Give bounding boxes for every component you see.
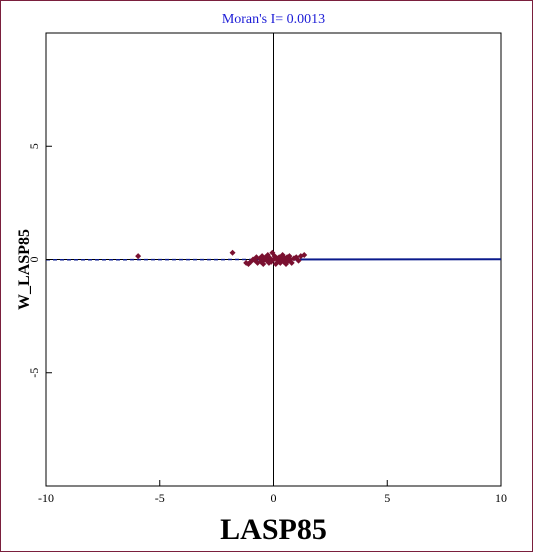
- chart-title: Moran's I= 0.0013: [222, 12, 325, 27]
- data-point: [271, 253, 278, 260]
- data-points: [135, 249, 308, 268]
- x-axis-label: LASP85: [220, 513, 327, 546]
- x-tick-label: -10: [38, 491, 54, 505]
- data-point: [295, 257, 302, 264]
- y-tick-label: 5: [27, 143, 41, 149]
- y-tick-label: 0: [27, 257, 41, 263]
- x-tick-label: 10: [495, 491, 507, 505]
- data-point: [135, 253, 142, 260]
- x-axis-ticks: -10 -5 0 5 10: [38, 480, 507, 505]
- x-tick-label: 5: [384, 491, 390, 505]
- data-point: [260, 261, 267, 268]
- data-point: [259, 253, 266, 260]
- x-tick-label: 0: [271, 491, 277, 505]
- y-axis-ticks: -5 0 5: [27, 143, 52, 378]
- y-tick-label: -5: [27, 368, 41, 378]
- data-point: [229, 249, 236, 256]
- x-tick-label: -5: [155, 491, 165, 505]
- data-point: [301, 251, 308, 258]
- data-point: [286, 253, 293, 260]
- y-axis-label: W_LASP85: [16, 229, 33, 310]
- data-point: [288, 259, 295, 266]
